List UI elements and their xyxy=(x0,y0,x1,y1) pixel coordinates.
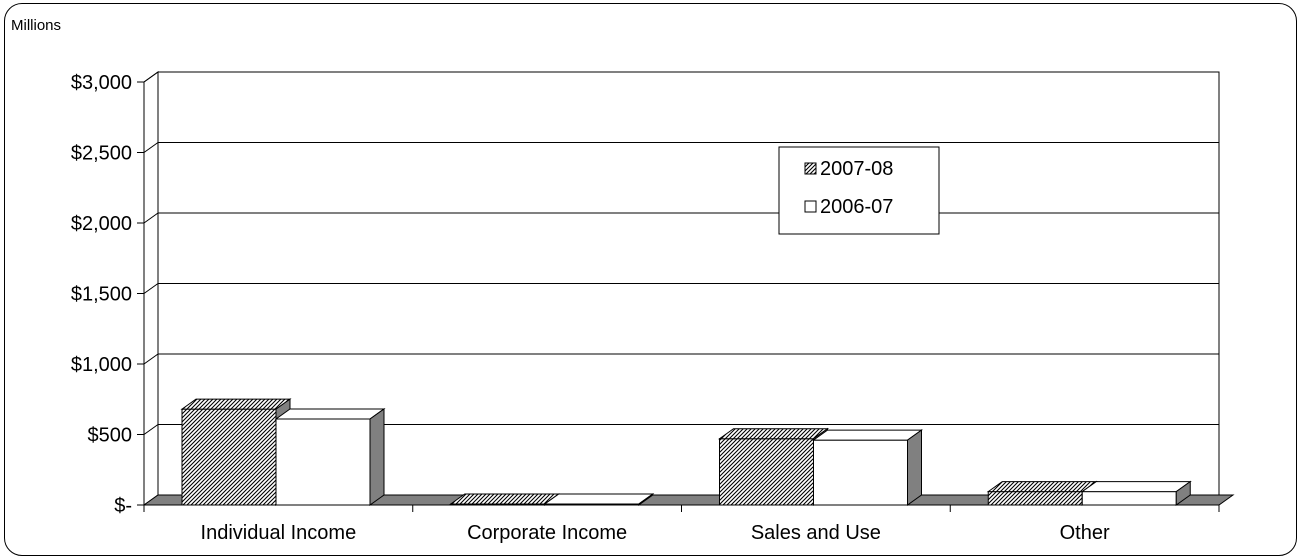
y-tick-label: $2,500 xyxy=(71,143,132,165)
y-tick-label: $500 xyxy=(88,425,133,447)
grid-line-depth xyxy=(143,71,159,83)
legend-label-0: 2007-08 xyxy=(820,158,893,180)
bar-2-0-front xyxy=(719,438,814,506)
x-tick-label: Individual Income xyxy=(201,522,357,544)
bar-3-0-front xyxy=(987,491,1083,506)
x-tick-label: Other xyxy=(1060,522,1110,544)
x-tick-label: Sales and Use xyxy=(751,522,881,544)
y-axis: $- $500 $1,000 $1,500 $2,000 $2,500 $3,000 xyxy=(71,72,145,517)
grid-line-depth xyxy=(143,283,159,294)
legend: 2007-08 2006-07 xyxy=(778,146,940,235)
bar-1-1-side xyxy=(638,493,654,506)
bar-3-0-top xyxy=(986,481,1098,493)
legend-label-1: 2006-07 xyxy=(820,196,893,218)
grid-lines xyxy=(143,71,1219,435)
y-tick-label: $1,500 xyxy=(71,284,132,306)
bar-3-1-side xyxy=(1175,480,1191,506)
y-tick-label: $2,000 xyxy=(71,213,132,235)
bar-0-0-front xyxy=(181,408,277,506)
bar-3-1-top xyxy=(1080,481,1192,493)
bar-1-0-top xyxy=(449,493,561,505)
bars xyxy=(180,398,1192,506)
y-tick-label: $3,000 xyxy=(71,72,132,94)
grid-line-depth xyxy=(143,353,159,365)
bar-2-1-side xyxy=(907,429,922,506)
bar-3-1-front xyxy=(1081,491,1177,506)
grid-line-depth xyxy=(143,212,159,224)
x-tick-label: Corporate Income xyxy=(467,522,627,544)
legend-swatch-1 xyxy=(804,200,817,213)
unit-label: Millions xyxy=(11,17,61,34)
y-tick-label: $- xyxy=(114,495,132,517)
grid-line-depth xyxy=(143,142,159,153)
bar-0-1-side xyxy=(369,408,385,506)
bar-0-1-top xyxy=(274,408,386,420)
legend-box xyxy=(778,146,940,235)
bar-2-1-top xyxy=(811,429,924,441)
legend-swatch-0 xyxy=(804,162,817,175)
x-axis: Individual Income Corporate Income Sales a… xyxy=(143,505,1220,544)
bar-0-0-top xyxy=(180,398,292,410)
bar-1-1-top xyxy=(543,493,655,505)
y-tick-label: $1,000 xyxy=(71,354,132,376)
bar-2-1-front xyxy=(813,439,908,506)
bar-2-0-top xyxy=(717,428,830,440)
bar-0-1-front xyxy=(275,418,371,506)
grid-line-depth xyxy=(143,424,159,435)
